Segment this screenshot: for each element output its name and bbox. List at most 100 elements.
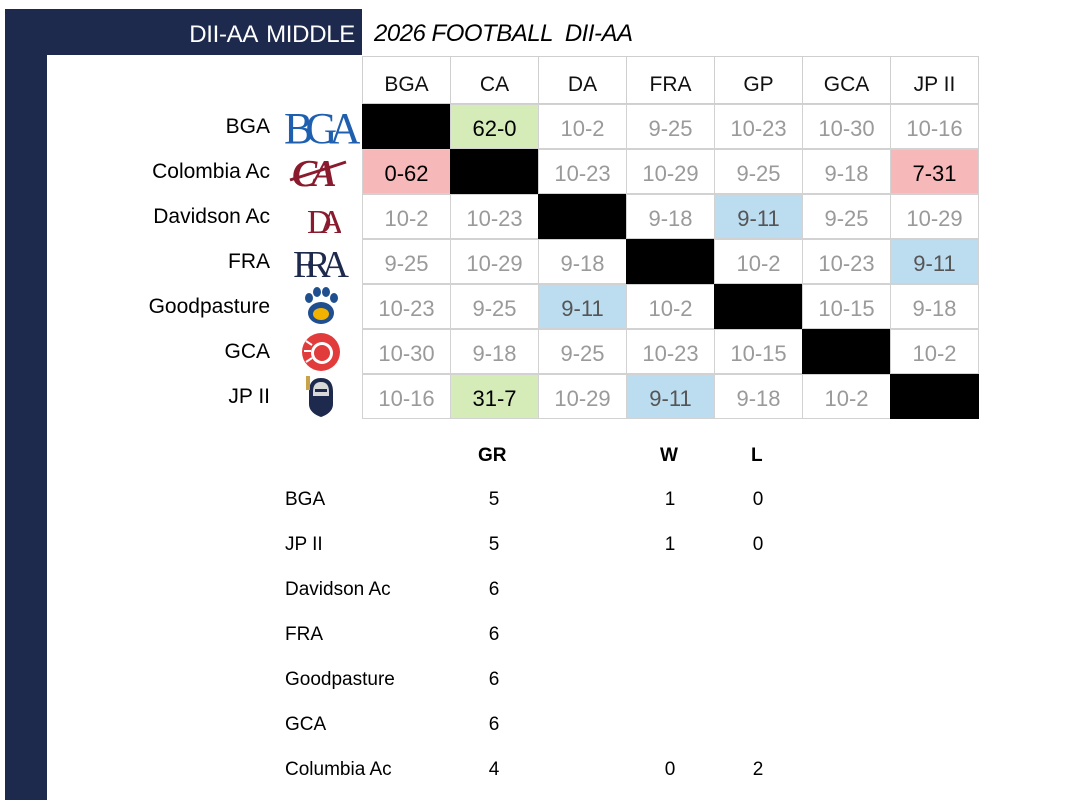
left-accent-bar bbox=[5, 9, 47, 800]
standings-l bbox=[743, 577, 773, 603]
score-cell: 9-11 bbox=[890, 239, 979, 284]
knight-logo-icon bbox=[282, 374, 360, 419]
lion-logo-icon bbox=[282, 329, 360, 374]
score-cell: 10-23 bbox=[538, 149, 627, 194]
column-header-ca: CA bbox=[450, 56, 539, 104]
row-label-bga: BGA bbox=[225, 115, 270, 138]
standings-w bbox=[655, 622, 685, 648]
standings-w bbox=[655, 577, 685, 603]
page-title: 2026 FOOTBALL DII-AA bbox=[374, 20, 633, 47]
standings-l bbox=[743, 712, 773, 738]
score-cell: 10-23 bbox=[802, 239, 891, 284]
da-logo-icon: DA bbox=[282, 194, 360, 239]
score-cell: 10-2 bbox=[626, 284, 715, 329]
score-cell: 10-30 bbox=[802, 104, 891, 149]
standings-team: GCA bbox=[285, 714, 327, 735]
score-cell: 10-2 bbox=[538, 104, 627, 149]
score-cell bbox=[890, 374, 979, 419]
standings-gr: 4 bbox=[488, 759, 500, 780]
standings-l bbox=[743, 622, 773, 648]
score-cell bbox=[714, 284, 803, 329]
score-cell: 9-25 bbox=[626, 104, 715, 149]
score-cell: 10-29 bbox=[450, 239, 539, 284]
standings-gr: 5 bbox=[488, 489, 500, 510]
column-header-fra: FRA bbox=[626, 56, 715, 104]
da-logo-text: DA bbox=[307, 204, 341, 239]
score-cell: 10-23 bbox=[714, 104, 803, 149]
standings-gr: 6 bbox=[488, 714, 500, 735]
standings-gr: 6 bbox=[488, 624, 500, 645]
score-cell: 9-11 bbox=[626, 374, 715, 419]
row-label-fra: FRA bbox=[228, 250, 270, 273]
score-cell: 9-18 bbox=[890, 284, 979, 329]
paw-logo-icon bbox=[282, 284, 360, 329]
row-label-ca: Colombia Ac bbox=[152, 160, 270, 183]
standings-team: FRA bbox=[285, 624, 323, 645]
score-cell: 10-2 bbox=[714, 239, 803, 284]
row-label-da: Davidson Ac bbox=[153, 205, 270, 228]
score-cell: 9-25 bbox=[714, 149, 803, 194]
score-cell: 10-30 bbox=[362, 329, 451, 374]
score-cell bbox=[362, 104, 451, 149]
score-cell: 9-11 bbox=[538, 284, 627, 329]
score-cell: 0-62 bbox=[362, 149, 451, 194]
score-cell: 9-18 bbox=[450, 329, 539, 374]
score-cell: 7-31 bbox=[890, 149, 979, 194]
column-header-da: DA bbox=[538, 56, 627, 104]
standings-w: 0 bbox=[664, 759, 676, 780]
score-cell bbox=[626, 239, 715, 284]
standings-w bbox=[655, 712, 685, 738]
score-cell: 9-18 bbox=[714, 374, 803, 419]
score-cell: 10-23 bbox=[450, 194, 539, 239]
column-header-gp: GP bbox=[714, 56, 803, 104]
division-label: DII-AA MIDDLE bbox=[189, 21, 355, 48]
bga-logo-icon: BGA bbox=[282, 104, 360, 149]
standings-team: JP II bbox=[285, 534, 323, 555]
score-cell: 10-29 bbox=[626, 149, 715, 194]
standings-w: 1 bbox=[664, 489, 676, 510]
score-cell: 9-25 bbox=[538, 329, 627, 374]
score-cell: 9-18 bbox=[802, 149, 891, 194]
score-cell: 9-11 bbox=[714, 194, 803, 239]
score-cell: 9-25 bbox=[802, 194, 891, 239]
fra-logo-text: FRA bbox=[293, 244, 349, 284]
score-cell bbox=[802, 329, 891, 374]
row-label-jp2: JP II bbox=[228, 385, 270, 408]
row-label-gp: Goodpasture bbox=[148, 295, 270, 318]
score-cell: 62-0 bbox=[450, 104, 539, 149]
column-header-gca: GCA bbox=[802, 56, 891, 104]
standings-w: 1 bbox=[664, 534, 676, 555]
standings-gr: 6 bbox=[488, 579, 500, 600]
score-cell: 10-2 bbox=[802, 374, 891, 419]
standings-team: Davidson Ac bbox=[285, 579, 391, 600]
column-header-bga: BGA bbox=[362, 56, 451, 104]
score-cell: 10-16 bbox=[890, 104, 979, 149]
ca-logo-icon: CA bbox=[282, 149, 360, 194]
score-cell bbox=[538, 194, 627, 239]
standings-team: Columbia Ac bbox=[285, 759, 392, 780]
score-cell bbox=[450, 149, 539, 194]
standings-gr: 6 bbox=[488, 669, 500, 690]
score-cell: 10-15 bbox=[714, 329, 803, 374]
score-cell: 10-23 bbox=[626, 329, 715, 374]
score-cell: 9-25 bbox=[362, 239, 451, 284]
score-cell: 10-29 bbox=[890, 194, 979, 239]
standings-l: 2 bbox=[752, 759, 764, 780]
standings-l bbox=[743, 667, 773, 693]
standings-header-gr: GR bbox=[478, 445, 507, 466]
standings-gr: 5 bbox=[488, 534, 500, 555]
score-cell: 10-29 bbox=[538, 374, 627, 419]
header-bar bbox=[5, 9, 362, 55]
standings-l: 0 bbox=[752, 534, 764, 555]
score-cell: 10-2 bbox=[890, 329, 979, 374]
score-cell: 10-23 bbox=[362, 284, 451, 329]
score-cell: 9-25 bbox=[450, 284, 539, 329]
standings-team: BGA bbox=[285, 489, 326, 510]
standings-l: 0 bbox=[752, 489, 764, 510]
bga-logo-text: BGA bbox=[284, 105, 360, 149]
standings-header-w: W bbox=[660, 445, 678, 466]
standings-w bbox=[655, 667, 685, 693]
score-cell: 10-15 bbox=[802, 284, 891, 329]
score-cell: 31-7 bbox=[450, 374, 539, 419]
fra-logo-icon: FRA bbox=[282, 239, 360, 284]
